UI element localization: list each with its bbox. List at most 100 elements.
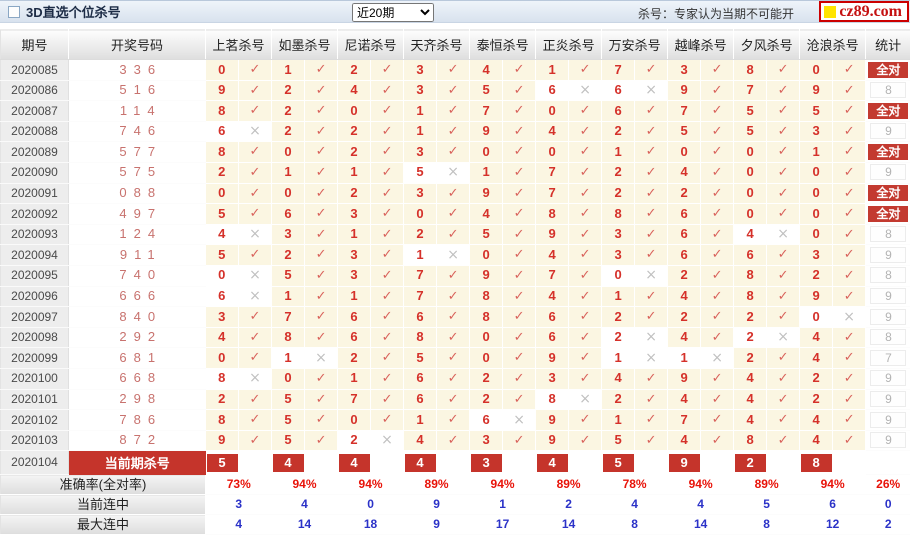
kill-number: 6 [206, 286, 239, 307]
check-icon: ✓ [305, 162, 338, 183]
summary-value: 89% [536, 475, 602, 495]
kill-number: 2 [338, 121, 371, 142]
check-icon: ✓ [833, 286, 866, 307]
draw-numbers: 746 [69, 121, 206, 142]
kill-number: 3 [272, 224, 305, 245]
kill-number: 9 [470, 183, 503, 204]
check-icon: ✓ [305, 265, 338, 286]
stat-count: 9 [866, 245, 910, 266]
check-icon: ✓ [305, 80, 338, 101]
cross-icon: × [239, 368, 272, 389]
kill-number: 1 [602, 348, 635, 369]
check-icon: ✓ [437, 348, 470, 369]
kill-number: 6 [404, 307, 437, 328]
check-icon: ✓ [305, 121, 338, 142]
kill-number: 1 [602, 286, 635, 307]
col-header-draw: 开奖号码 [69, 30, 206, 60]
check-icon: ✓ [305, 307, 338, 328]
kill-number: 5 [272, 265, 305, 286]
kill-number: 7 [404, 265, 437, 286]
site-logo[interactable]: cz89.com [819, 1, 909, 22]
summary-label: 准确率(全对率) [1, 475, 206, 495]
kill-number: 4 [536, 245, 569, 266]
kill-number: 5 [206, 245, 239, 266]
check-icon: ✓ [569, 410, 602, 431]
draw-numbers: 681 [69, 348, 206, 369]
kill-number: 4 [206, 224, 239, 245]
kill-number: 2 [338, 142, 371, 163]
header-row: 期号开奖号码上茗杀号如墨杀号尼诺杀号天齐杀号泰恒杀号正炎杀号万安杀号越峰杀号夕风… [1, 30, 910, 60]
kill-number: 4 [668, 286, 701, 307]
kill-number: 0 [734, 183, 767, 204]
summary-stat: 0 [866, 495, 910, 515]
all-correct-badge: 全对 [866, 183, 910, 204]
check-icon: ✓ [701, 60, 734, 81]
kill-number: 4 [668, 327, 701, 348]
kill-number: 3 [470, 430, 503, 451]
summary-value: 5 [734, 495, 800, 515]
check-icon: ✓ [635, 389, 668, 410]
check-icon: ✓ [701, 286, 734, 307]
check-icon: ✓ [833, 142, 866, 163]
summary-stat: 26% [866, 475, 910, 495]
kill-number: 0 [734, 204, 767, 225]
collapse-checkbox[interactable] [8, 6, 20, 18]
summary-value: 73% [206, 475, 272, 495]
check-icon: ✓ [437, 204, 470, 225]
kill-number: 7 [536, 162, 569, 183]
kill-number: 9 [668, 368, 701, 389]
period-cell: 2020096 [1, 286, 69, 307]
kill-number: 5 [272, 430, 305, 451]
draw-numbers: 740 [69, 265, 206, 286]
check-icon: ✓ [437, 265, 470, 286]
period-cell: 2020085 [1, 60, 69, 81]
period-cell: 2020097 [1, 307, 69, 328]
check-icon: ✓ [239, 60, 272, 81]
check-icon: ✓ [833, 430, 866, 451]
kill-number: 4 [734, 224, 767, 245]
summary-value: 9 [404, 495, 470, 515]
period-cell: 2020101 [1, 389, 69, 410]
cross-icon: × [239, 224, 272, 245]
range-select[interactable]: 近20期 [352, 3, 434, 22]
check-icon: ✓ [833, 245, 866, 266]
check-icon: ✓ [371, 101, 404, 122]
check-icon: ✓ [569, 183, 602, 204]
summary-value: 8 [734, 515, 800, 535]
current-kill-badge: 4 [338, 451, 371, 475]
check-icon: ✓ [305, 245, 338, 266]
kill-number: 0 [800, 183, 833, 204]
summary-value: 2 [536, 495, 602, 515]
kill-number: 2 [800, 265, 833, 286]
col-header-expert-1: 上茗杀号 [206, 30, 272, 60]
kill-number: 0 [338, 101, 371, 122]
check-icon: ✓ [305, 410, 338, 431]
kill-number: 6 [734, 245, 767, 266]
check-icon: ✓ [767, 60, 800, 81]
check-icon: ✓ [701, 80, 734, 101]
check-icon: ✓ [437, 430, 470, 451]
kill-number: 1 [338, 162, 371, 183]
period-cell: 2020087 [1, 101, 69, 122]
kill-number: 0 [800, 204, 833, 225]
check-icon: ✓ [767, 121, 800, 142]
check-icon: ✓ [503, 368, 536, 389]
check-icon: ✓ [569, 162, 602, 183]
check-icon: ✓ [833, 348, 866, 369]
check-icon: ✓ [371, 162, 404, 183]
kill-number: 4 [734, 410, 767, 431]
kill-number: 8 [206, 101, 239, 122]
check-icon: ✓ [635, 286, 668, 307]
check-icon: ✓ [305, 286, 338, 307]
stat-count: 9 [866, 286, 910, 307]
check-icon: ✓ [503, 121, 536, 142]
summary-value: 4 [668, 495, 734, 515]
kill-number: 0 [800, 60, 833, 81]
kill-number: 0 [206, 60, 239, 81]
current-kill-badge: 4 [272, 451, 305, 475]
period-cell: 2020098 [1, 327, 69, 348]
check-icon: ✓ [503, 327, 536, 348]
